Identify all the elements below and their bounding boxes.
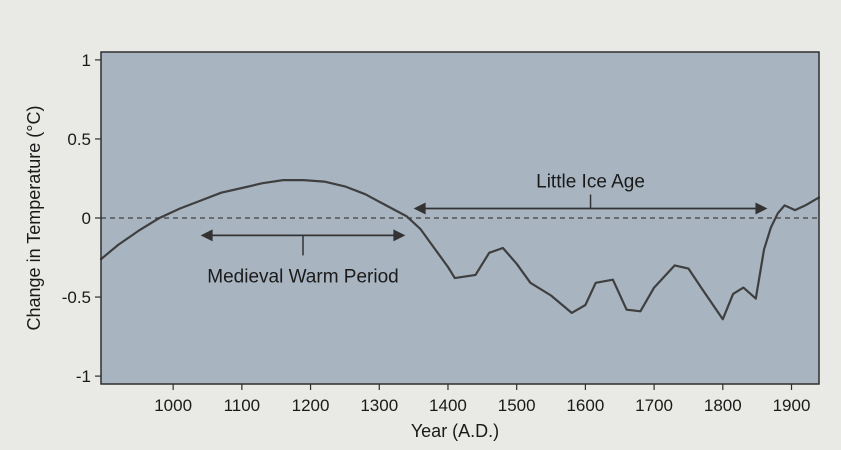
x-tick-label: 1500 (498, 396, 536, 415)
y-tick-label: 0 (82, 209, 91, 228)
x-tick-label: 1600 (566, 396, 604, 415)
temperature-series-line (99, 179, 821, 321)
x-tick-label: 1200 (292, 396, 330, 415)
x-tick-label: 1800 (704, 396, 742, 415)
x-tick-label: 1700 (635, 396, 673, 415)
y-tick-label: 1 (82, 51, 91, 70)
arrow-head-left (200, 229, 213, 242)
y-axis-title: Change in Temperature (°C) (24, 106, 44, 331)
annotation-0: Little Ice Age (413, 172, 768, 215)
annotation-1: Medieval Warm Period (200, 229, 406, 287)
annotation-label: Medieval Warm Period (207, 266, 398, 287)
arrow-head-right (755, 202, 768, 215)
x-tick-label: 1300 (360, 396, 398, 415)
annotations: Little Ice Age Medieval Warm Period (200, 172, 768, 287)
x-axis-title: Year (A.D.) (411, 421, 499, 441)
y-axis-ticks: 1 0.5 0 -0.5 -1 (62, 51, 101, 386)
x-tick-label: 1100 (224, 396, 261, 415)
x-tick-label: 1900 (773, 396, 811, 415)
x-axis-ticks: 1000 1100 1200 1300 1400 1500 1600 1700 1800 1900 (154, 384, 810, 415)
y-tick-label: -0.5 (62, 288, 91, 307)
arrow-head-left (413, 202, 426, 215)
x-tick-label: 1000 (154, 396, 192, 415)
plot-border (100, 51, 820, 385)
annotation-label: Little Ice Age (536, 172, 645, 193)
plot-area (101, 52, 819, 384)
y-tick-label: -1 (76, 367, 91, 386)
y-tick-label: 0.5 (67, 130, 91, 149)
arrow-head-right (393, 229, 406, 242)
x-tick-label: 1400 (429, 396, 467, 415)
